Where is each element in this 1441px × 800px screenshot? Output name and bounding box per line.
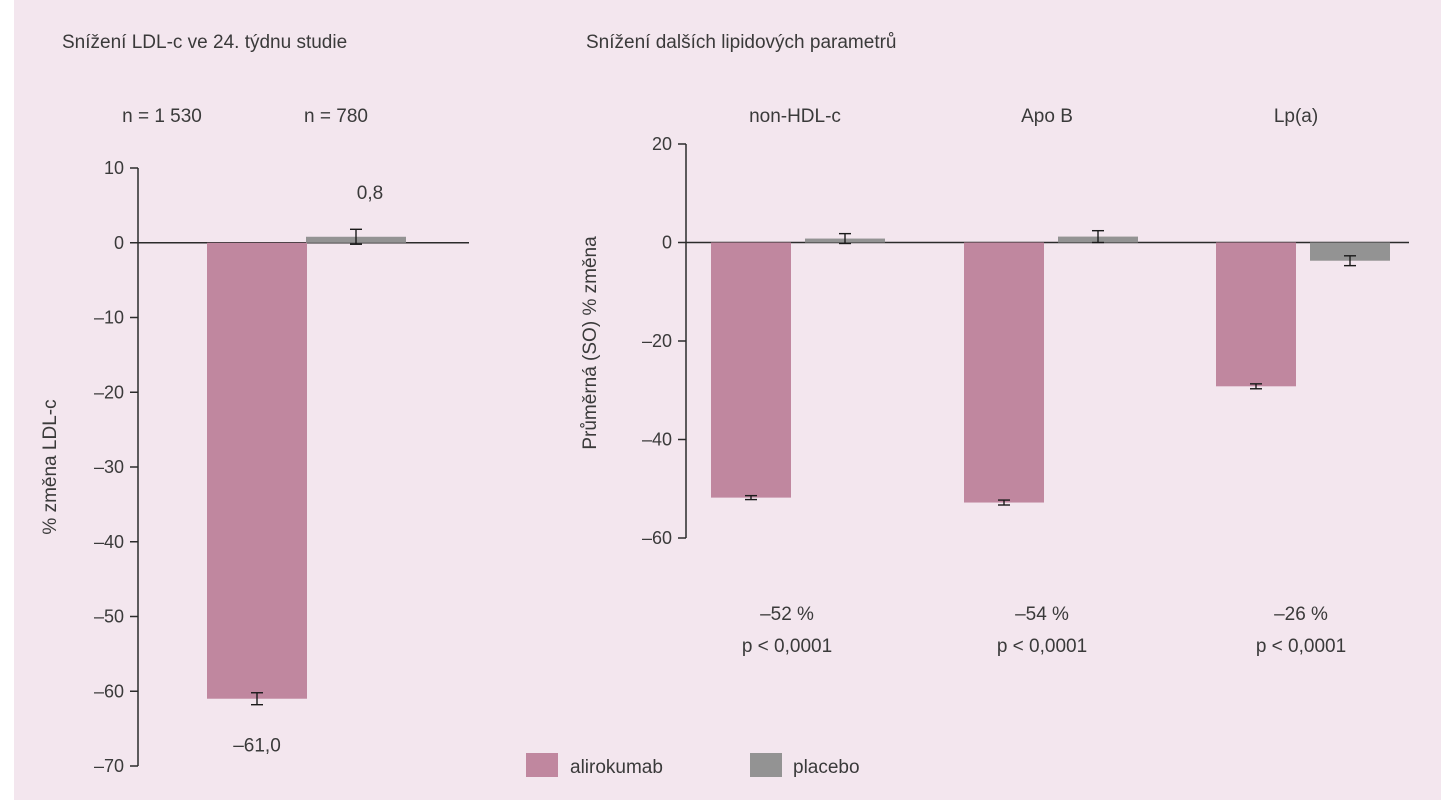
legend-label-alirokumab: alirokumab bbox=[570, 757, 663, 778]
ldl-data-label-alirokumab: –61,0 bbox=[233, 736, 281, 757]
ldl-y-axis-label: % změna LDL-c bbox=[40, 399, 61, 534]
annotation-pct-apo-b: –54 % bbox=[1015, 604, 1069, 625]
category-label-lpa: Lp(a) bbox=[1274, 106, 1318, 127]
error-bar-apo-b-placebo bbox=[1092, 229, 1104, 244]
ldl-chart: Snížení LDL-c ve 24. týdnu studie n = 1 … bbox=[40, 32, 469, 776]
lipid-bar-charts: Snížení LDL-c ve 24. týdnu studie n = 1 … bbox=[40, 32, 1409, 778]
lipid-y-axis-label: Průměrná (SO) % změna bbox=[580, 236, 601, 450]
ldl-y-tick-label: 0 bbox=[114, 233, 124, 253]
annotation-pct-lpa: –26 % bbox=[1274, 604, 1328, 625]
ldl-y-ticks: 10 0 –10 –20 –30 –40 –50 –60 –70 bbox=[94, 158, 138, 776]
lipid-y-tick-label: –20 bbox=[642, 331, 672, 351]
ldl-y-tick-label: –50 bbox=[94, 607, 124, 627]
ldl-error-bar-placebo bbox=[350, 228, 362, 245]
ldl-chart-title: Snížení LDL-c ve 24. týdnu studie bbox=[62, 32, 347, 53]
legend: alirokumab placebo bbox=[526, 753, 860, 778]
bar-lpa-alirokumab bbox=[1216, 242, 1296, 387]
ldl-y-tick-label: –10 bbox=[94, 308, 124, 328]
bar-non-hdl-alirokumab bbox=[711, 242, 791, 498]
annotation-pct-non-hdl: –52 % bbox=[760, 604, 814, 625]
error-bar-non-hdl-alirokumab bbox=[745, 494, 757, 501]
annotation-p-lpa: p < 0,0001 bbox=[1256, 636, 1346, 657]
legend-swatch-placebo bbox=[750, 753, 782, 777]
ldl-data-label-placebo: 0,8 bbox=[357, 183, 383, 204]
ldl-y-tick-label: 10 bbox=[104, 158, 124, 178]
ldl-y-tick-label: –30 bbox=[94, 457, 124, 477]
error-bar-non-hdl-placebo bbox=[839, 232, 851, 245]
annotation-p-apo-b: p < 0,0001 bbox=[997, 636, 1087, 657]
ldl-y-tick-label: –40 bbox=[94, 532, 124, 552]
error-bar-apo-b-alirokumab bbox=[998, 499, 1010, 506]
error-bar-lpa-alirokumab bbox=[1250, 383, 1262, 390]
ldl-y-tick-label: –60 bbox=[94, 681, 124, 701]
ldl-n-label-placebo: n = 780 bbox=[304, 106, 368, 127]
lipid-y-ticks: 20 0 –20 –40 –60 bbox=[642, 134, 686, 548]
bar-lpa-placebo bbox=[1310, 242, 1390, 261]
ldl-n-label-alirokumab: n = 1 530 bbox=[122, 106, 202, 127]
ldl-y-tick-label: –20 bbox=[94, 382, 124, 402]
ldl-bars bbox=[207, 228, 406, 706]
error-bar-lpa-placebo bbox=[1344, 255, 1356, 267]
lipid-y-tick-label: –40 bbox=[642, 430, 672, 450]
ldl-y-tick-label: –70 bbox=[94, 756, 124, 776]
annotation-p-non-hdl: p < 0,0001 bbox=[742, 636, 832, 657]
legend-swatch-alirokumab bbox=[526, 753, 558, 777]
lipid-y-tick-label: 0 bbox=[662, 233, 672, 253]
lipid-y-tick-label: –60 bbox=[642, 528, 672, 548]
ldl-error-bar-alirokumab bbox=[251, 692, 263, 706]
category-label-non-hdl: non-HDL-c bbox=[749, 106, 841, 127]
lipid-chart-title: Snížení dalších lipidových parametrů bbox=[586, 32, 897, 53]
legend-label-placebo: placebo bbox=[793, 757, 860, 778]
lipid-params-chart: Snížení dalších lipidových parametrů non… bbox=[580, 32, 1409, 657]
bar-apo-b-alirokumab bbox=[964, 242, 1044, 503]
ldl-bar-alirokumab bbox=[207, 242, 307, 699]
lipid-y-tick-label: 20 bbox=[652, 134, 672, 154]
category-label-apo-b: Apo B bbox=[1021, 106, 1073, 127]
lipid-bars bbox=[711, 229, 1390, 506]
figure-panel: Snížení LDL-c ve 24. týdnu studie n = 1 … bbox=[14, 0, 1441, 800]
